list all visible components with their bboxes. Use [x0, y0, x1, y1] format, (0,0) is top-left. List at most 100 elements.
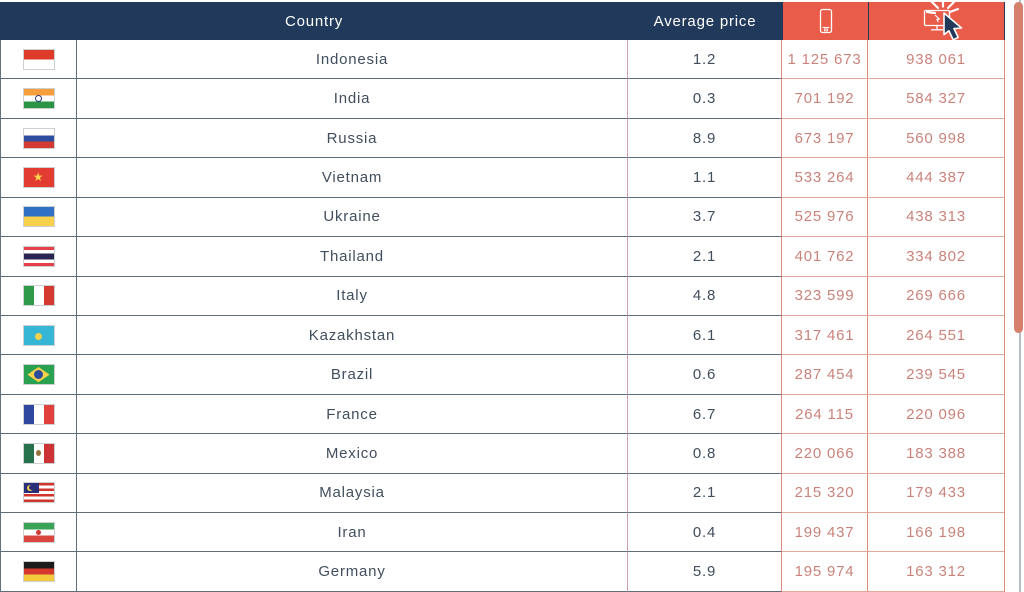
- avg-price-value: 8.9: [628, 118, 782, 159]
- country-flag-cell: [1, 513, 77, 553]
- mobile-value: 264 115: [782, 394, 868, 435]
- flag-thailand-icon: [23, 246, 54, 266]
- mobile-value: 673 197: [782, 118, 868, 159]
- avg-price-value: 6.7: [628, 394, 782, 435]
- avg-price-value: 4.8: [628, 276, 782, 316]
- table-row[interactable]: Italy 4.8 323 599 269 666: [1, 276, 1005, 316]
- avg-price-value: 0.6: [628, 355, 782, 395]
- flag-brazil-icon: [23, 365, 54, 385]
- avg-price-value: 0.3: [628, 79, 782, 119]
- country-flag-cell: [1, 79, 77, 119]
- desktop-value: 179 433: [868, 473, 1005, 514]
- table-row[interactable]: India 0.3 701 192 584 327: [1, 79, 1005, 119]
- table-row[interactable]: Iran 0.4 199 437 166 198: [1, 513, 1005, 553]
- country-flag-cell: [1, 434, 77, 474]
- country-flag-cell: [1, 552, 77, 592]
- desktop-value: 166 198: [868, 513, 1005, 553]
- country-name: Thailand: [77, 237, 628, 277]
- table-row[interactable]: Mexico 0.8 220 066 183 388: [1, 434, 1005, 474]
- table-header: Country Average price: [0, 2, 1005, 40]
- desktop-value: 183 388: [868, 434, 1005, 474]
- desktop-value: 584 327: [868, 79, 1005, 119]
- country-flag-cell: [1, 118, 77, 159]
- mobile-value: 195 974: [782, 552, 868, 592]
- country-flag-cell: [1, 355, 77, 395]
- avg-price-value: 0.8: [628, 434, 782, 474]
- table-row[interactable]: Kazakhstan 6.1 317 461 264 551: [1, 315, 1005, 356]
- mobile-value: 323 599: [782, 276, 868, 316]
- avg-price-value: 1.1: [628, 158, 782, 198]
- table-row[interactable]: Russia 8.9 673 197 560 998: [1, 118, 1005, 159]
- flag-russia-icon: [23, 128, 54, 148]
- flag-mexico-icon: [23, 443, 54, 463]
- header-average-price-label: Average price: [653, 12, 757, 30]
- avg-price-value: 3.7: [628, 197, 782, 238]
- country-name: India: [77, 79, 628, 119]
- desktop-value: 264 551: [868, 315, 1005, 356]
- mobile-value: 317 461: [782, 315, 868, 356]
- flag-emblem: [36, 450, 41, 457]
- flag-ukraine-icon: [23, 207, 54, 227]
- country-flag-cell: ★: [1, 158, 77, 198]
- mobile-value: 220 066: [782, 434, 868, 474]
- country-name: Kazakhstan: [77, 315, 628, 356]
- mobile-value: 533 264: [782, 158, 868, 198]
- country-flag-cell: [1, 315, 77, 356]
- desktop-value: 220 096: [868, 394, 1005, 435]
- flag-emblem: ★: [32, 170, 45, 185]
- desktop-value: 239 545: [868, 355, 1005, 395]
- desktop-value: 938 061: [868, 40, 1005, 80]
- flag-emblem: [34, 370, 43, 380]
- country-name: Indonesia: [77, 40, 628, 80]
- table-row[interactable]: Malaysia 2.1 215 320 179 433: [1, 473, 1005, 514]
- flag-emblem: [35, 333, 42, 341]
- header-average-price-cell: Average price: [628, 2, 782, 40]
- country-name: Malaysia: [77, 473, 628, 514]
- flag-emblem: [35, 95, 42, 103]
- desktop-value: 163 312: [868, 552, 1005, 592]
- header-country-cell: Country: [0, 2, 628, 40]
- country-flag-cell: [1, 40, 77, 80]
- table-row[interactable]: Germany 5.9 195 974 163 312: [1, 552, 1005, 592]
- table-row[interactable]: ★ Vietnam 1.1 533 264 444 387: [1, 158, 1005, 198]
- country-flag-cell: [1, 237, 77, 277]
- mobile-value: 215 320: [782, 473, 868, 514]
- country-flag-cell: [1, 276, 77, 316]
- desktop-value: 269 666: [868, 276, 1005, 316]
- header-country-label: Country: [284, 12, 344, 30]
- country-flag-cell: [1, 197, 77, 238]
- flag-malaysia-icon: [23, 483, 54, 503]
- flag-iran-icon: [23, 522, 54, 542]
- country-name: Mexico: [77, 434, 628, 474]
- mobile-value: 287 454: [782, 355, 868, 395]
- table-row[interactable]: Thailand 2.1 401 762 334 802: [1, 237, 1005, 277]
- desktop-value: 560 998: [868, 118, 1005, 159]
- table-row[interactable]: France 6.7 264 115 220 096: [1, 394, 1005, 435]
- flag-emblem: [29, 484, 34, 490]
- country-name: Iran: [77, 513, 628, 553]
- mobile-value: 525 976: [782, 197, 868, 238]
- avg-price-value: 2.1: [628, 237, 782, 277]
- country-name: Germany: [77, 552, 628, 592]
- scrollbar-thumb[interactable]: [1014, 2, 1023, 333]
- country-flag-cell: [1, 473, 77, 514]
- flag-indonesia-icon: [23, 49, 54, 69]
- avg-price-value: 1.2: [628, 40, 782, 80]
- mobile-value: 701 192: [782, 79, 868, 119]
- table-body: Indonesia 1.2 1 125 673 938 061 India 0.…: [0, 40, 1005, 592]
- country-name: France: [77, 394, 628, 435]
- header-desktop-cell[interactable]: [868, 2, 1005, 40]
- mobile-value: 401 762: [782, 237, 868, 277]
- country-name: Brazil: [77, 355, 628, 395]
- table-row[interactable]: Ukraine 3.7 525 976 438 313: [1, 197, 1005, 238]
- country-name: Russia: [77, 118, 628, 159]
- country-name: Ukraine: [77, 197, 628, 238]
- table-row[interactable]: Indonesia 1.2 1 125 673 938 061: [1, 40, 1005, 80]
- flag-italy-icon: [23, 286, 54, 306]
- desktop-value: 438 313: [868, 197, 1005, 238]
- avg-price-value: 5.9: [628, 552, 782, 592]
- flag-france-icon: [23, 404, 54, 424]
- avg-price-value: 0.4: [628, 513, 782, 553]
- table-row[interactable]: Brazil 0.6 287 454 239 545: [1, 355, 1005, 395]
- header-mobile-cell[interactable]: [782, 2, 868, 40]
